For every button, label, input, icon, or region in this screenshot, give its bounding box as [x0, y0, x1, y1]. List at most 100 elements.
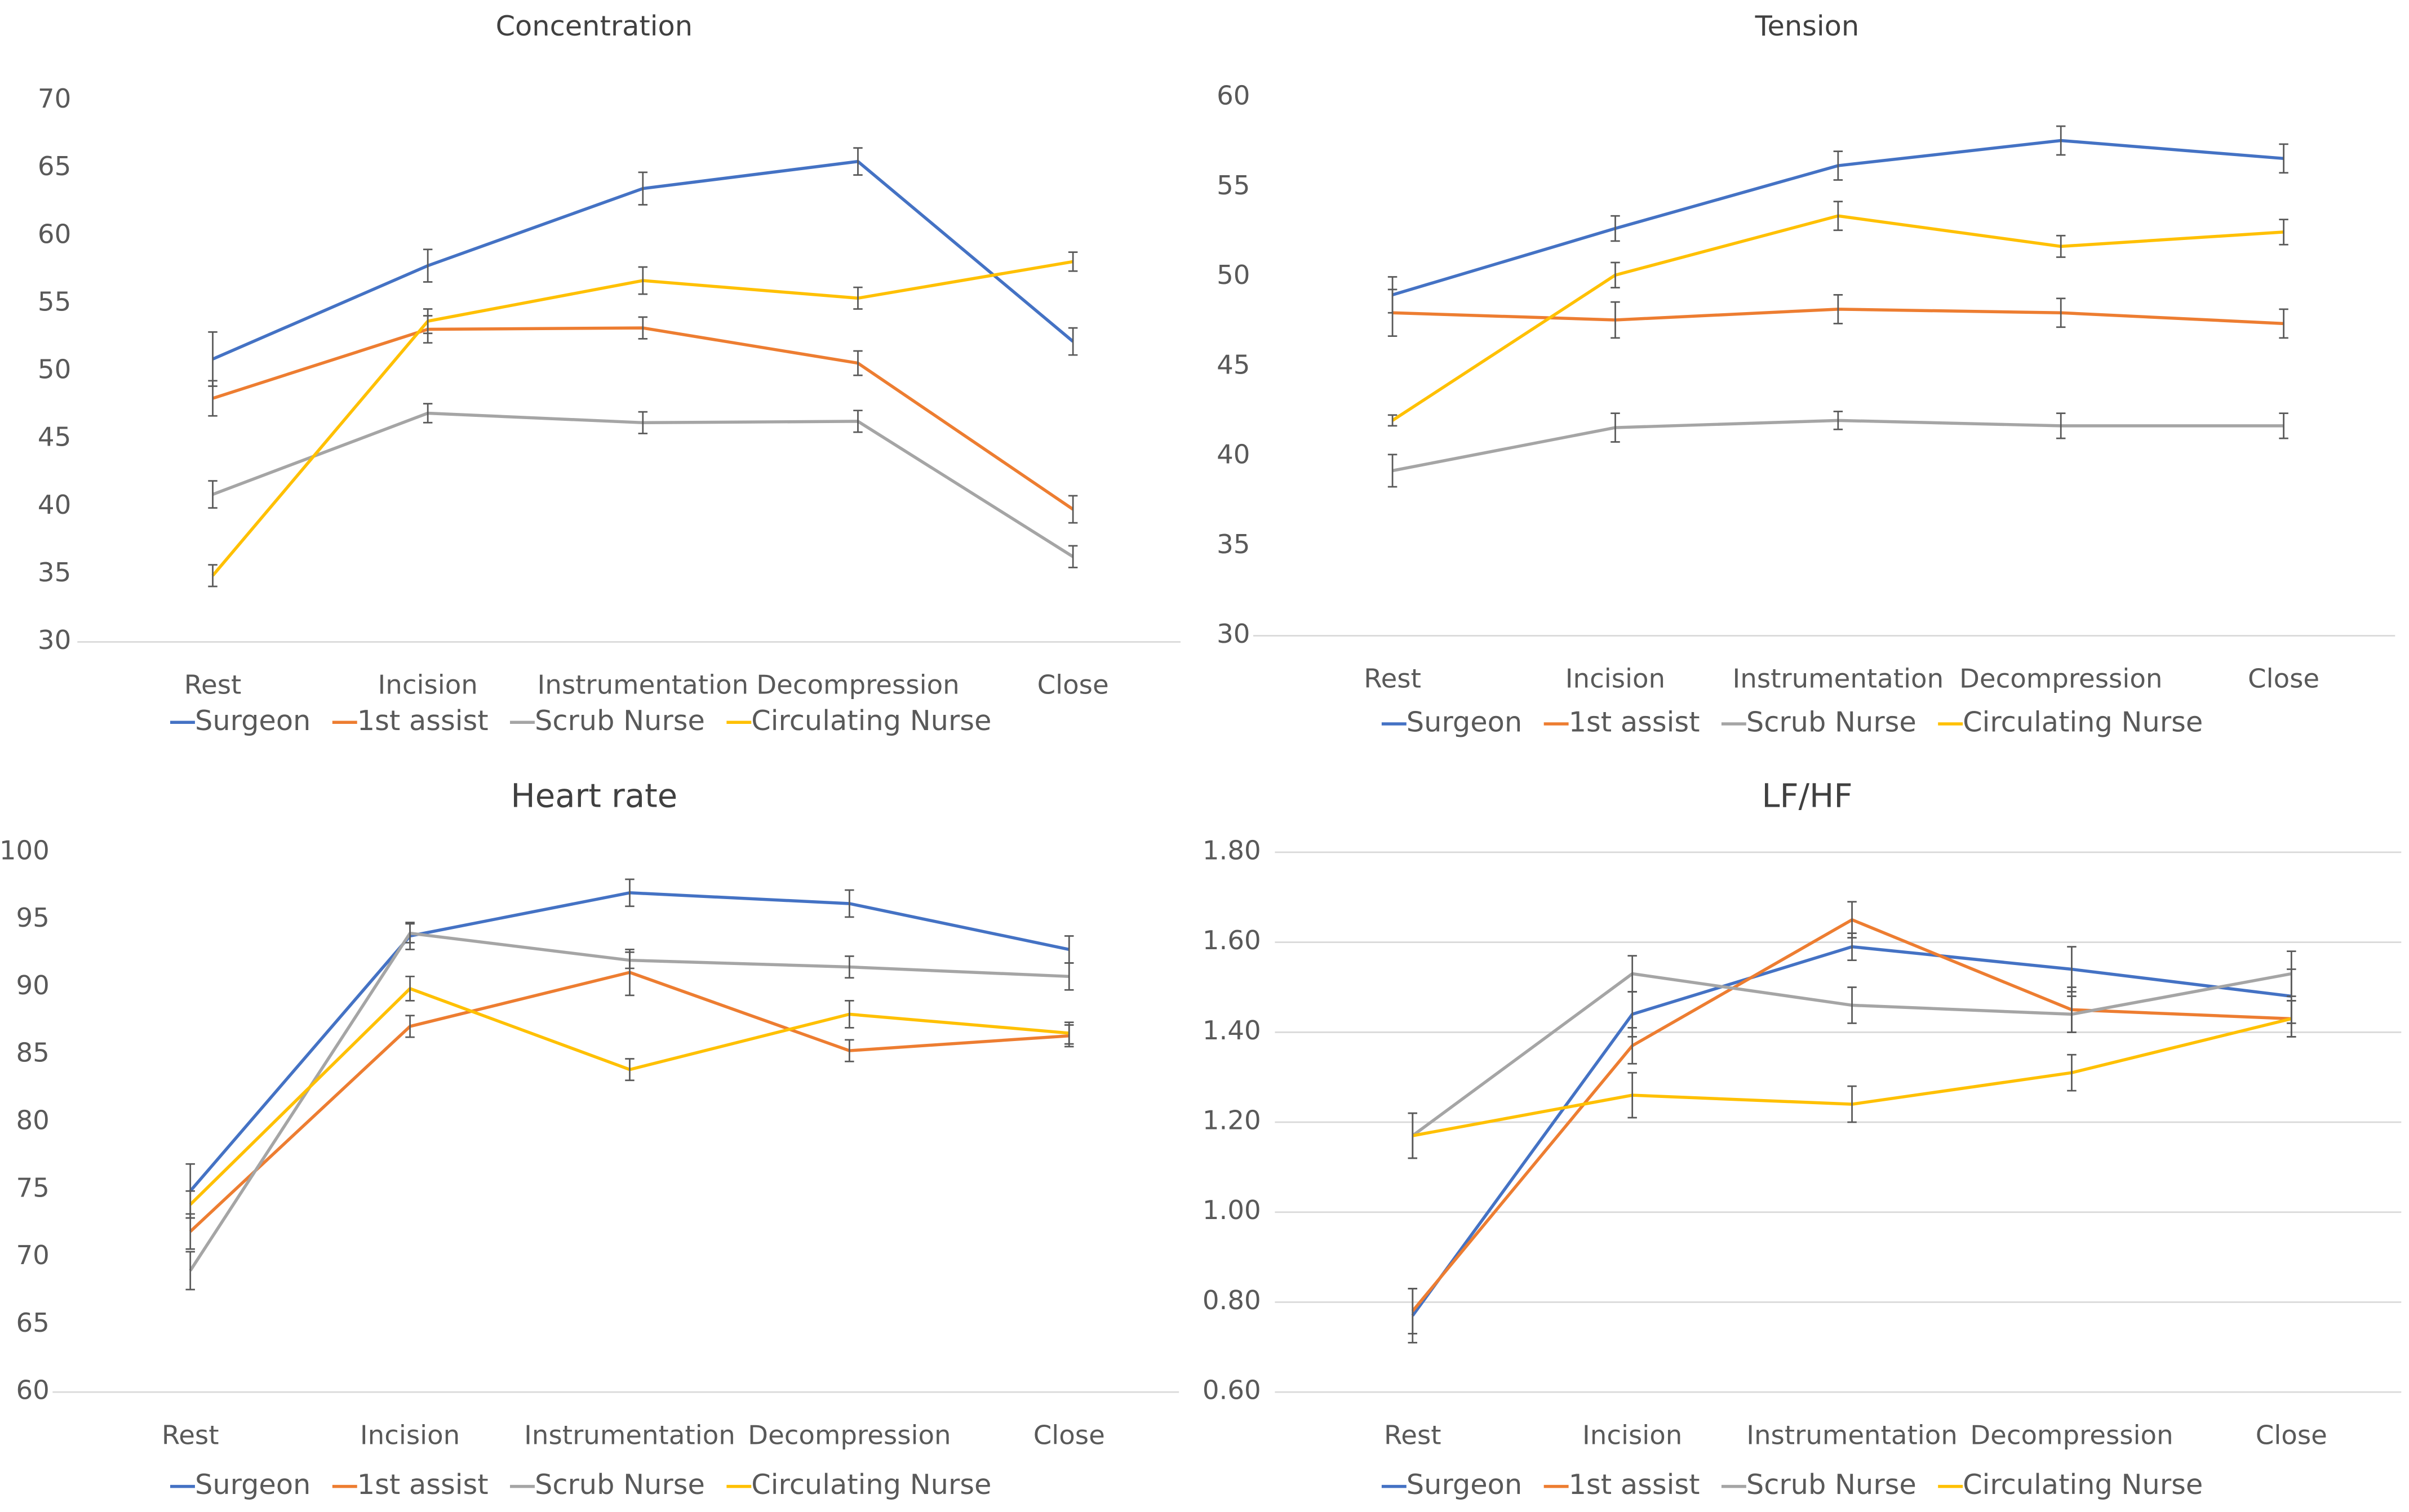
y-tick-label: 0.60 [1203, 1376, 1261, 1406]
error-bar [2056, 297, 2066, 328]
x-tick-label: Incision [378, 670, 478, 701]
x-tick-label: Decompression [756, 670, 959, 701]
y-tick-label: 60 [1217, 81, 1250, 112]
error-bar [1064, 962, 1074, 991]
error-bar [1627, 1026, 1637, 1065]
x-tick-label: Incision [1582, 1420, 1682, 1451]
y-tick-label: 100 [0, 835, 50, 866]
error-bar [185, 1190, 195, 1219]
y-tick-label: 1.60 [1203, 926, 1261, 956]
legend-label: Circulating Nurse [1963, 706, 2203, 739]
legend-label: Circulating Nurse [1963, 1468, 2203, 1501]
series-line [189, 891, 1070, 1193]
legend-label: 1st assist [1569, 706, 1700, 739]
y-tick-label: 60 [16, 1376, 49, 1406]
legend-label: Circulating Nurse [751, 1468, 991, 1501]
y-tick-label: 30 [38, 625, 71, 656]
error-bar [1833, 201, 1843, 232]
x-tick-label: Decompression [748, 1420, 951, 1451]
y-tick-label: 90 [16, 971, 49, 1001]
y-tick-label: 75 [16, 1173, 49, 1203]
y-tick-label: 35 [1217, 530, 1250, 560]
error-bar [208, 564, 218, 588]
error-bar [185, 1213, 195, 1250]
error-bar [638, 171, 648, 206]
x-tick-label: Close [2248, 664, 2319, 695]
error-bar [1387, 453, 1398, 488]
x-tick-label: Close [1037, 670, 1109, 701]
legend-label: Surgeon [1407, 1468, 1522, 1501]
error-bar [2279, 143, 2288, 174]
error-bar [1387, 414, 1398, 427]
error-bar [1627, 1071, 1637, 1119]
error-bar [2056, 234, 2066, 258]
error-bar [1611, 412, 1620, 443]
x-tick-label: Decompression [1970, 1420, 2173, 1451]
y-tick-label: 45 [38, 423, 71, 453]
chart-title: Heart rate [511, 776, 677, 815]
legend-label: Scrub Nurse [535, 1468, 705, 1501]
y-tick-label: 55 [38, 287, 71, 317]
y-tick-label: 50 [38, 355, 71, 385]
error-bar [1833, 411, 1843, 430]
x-tick-label: Rest [1384, 1420, 1441, 1451]
y-tick-label: 50 [1217, 260, 1250, 291]
legend-label: Scrub Nurse [1746, 1468, 1916, 1501]
x-tick-label: Rest [1364, 664, 1421, 695]
legend-label: 1st assist [1569, 1468, 1700, 1501]
legend-label: 1st assist [357, 1468, 489, 1501]
y-tick-label: 45 [1217, 350, 1250, 380]
y-tick-label: 85 [16, 1038, 49, 1069]
error-bar [1064, 1021, 1074, 1045]
error-bar [2056, 125, 2066, 156]
error-bar [845, 1039, 854, 1062]
y-tick-label: 1.00 [1203, 1195, 1261, 1226]
y-tick-label: 1.20 [1203, 1106, 1261, 1136]
y-tick-label: 95 [16, 903, 49, 933]
x-tick-label: Rest [184, 670, 242, 701]
y-tick-label: 80 [16, 1106, 49, 1136]
error-bar [853, 147, 863, 176]
error-bar [1068, 327, 1078, 356]
y-tick-label: 70 [38, 84, 71, 114]
error-bar [625, 951, 635, 970]
error-bar [1068, 251, 1078, 272]
y-tick-label: 65 [16, 1308, 49, 1338]
error-bar [638, 266, 648, 295]
chart-title: Tension [1755, 10, 1860, 42]
x-tick-label: Incision [1565, 664, 1665, 695]
error-bar [1611, 261, 1620, 289]
y-tick-label: 1.40 [1203, 1016, 1261, 1046]
y-tick-label: 60 [38, 219, 71, 250]
x-tick-label: Instrumentation [1746, 1420, 1958, 1451]
x-tick-label: Incision [360, 1420, 460, 1451]
error-bar [625, 1058, 635, 1082]
legend-label: Scrub Nurse [1746, 706, 1916, 739]
x-tick-label: Instrumentation [1733, 664, 1944, 695]
error-bar [2056, 412, 2066, 439]
error-bar [1068, 545, 1078, 568]
x-tick-label: Instrumentation [524, 1420, 735, 1451]
x-tick-label: Close [1033, 1420, 1105, 1451]
series-line [212, 411, 1074, 558]
chart-title: Concentration [496, 10, 693, 42]
y-tick-label: 40 [38, 490, 71, 521]
error-bar [1408, 1112, 1418, 1159]
y-tick-label: 35 [38, 558, 71, 588]
error-bar [853, 410, 863, 433]
series-line [189, 971, 1070, 1233]
y-tick-label: 40 [1217, 440, 1250, 470]
error-bar [853, 350, 863, 376]
error-bar [2279, 219, 2288, 246]
error-bar [1408, 1288, 1418, 1335]
error-bar [423, 308, 433, 335]
error-bar [2287, 950, 2296, 997]
error-bar [2287, 1000, 2296, 1038]
error-bar [1847, 986, 1857, 1024]
error-bar [405, 923, 415, 944]
x-tick-label: Rest [162, 1420, 219, 1451]
error-bar [423, 248, 433, 283]
error-bar [845, 955, 854, 979]
y-tick-label: 55 [1217, 171, 1250, 201]
